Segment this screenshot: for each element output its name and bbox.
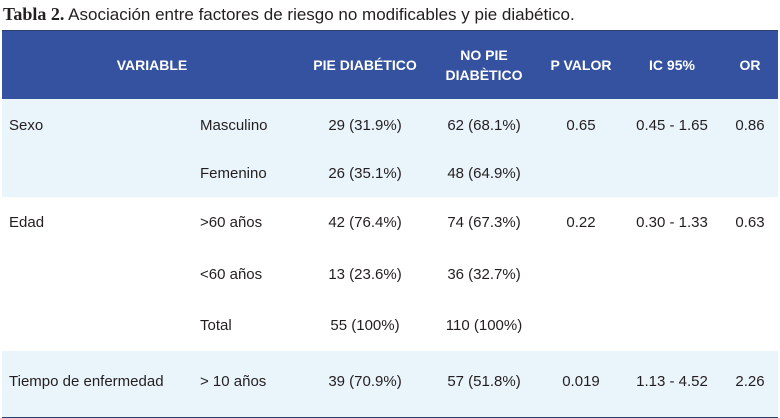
table-caption: Tabla 2. Asociación entre factores de ri… (3, 4, 575, 25)
table-row: Tiempo de enfermedad > 10 años 39 (70.9%… (2, 373, 778, 391)
cell-pie-diabetico: 13 (23.6%) (328, 266, 402, 283)
header-or: OR (739, 57, 761, 73)
cell-no-pie-diabetico: 74 (67.3%) (447, 214, 521, 231)
cell-ic-95: 1.13 - 4.52 (636, 373, 708, 390)
cell-category: Masculino (200, 117, 268, 134)
cell-or: 2.26 (735, 373, 765, 390)
cell-no-pie-diabetico: 110 (100%) (445, 317, 523, 334)
cell-or: 0.86 (735, 117, 765, 134)
cell-pie-diabetico: 39 (70.9%) (328, 373, 402, 390)
header-no-pie-line1: NO PIE (460, 47, 508, 63)
group-band-sexo (2, 99, 778, 197)
cell-no-pie-diabetico: 48 (64.9%) (447, 165, 521, 182)
header-p-valor: P VALOR (550, 57, 612, 73)
risk-factors-table: VARIABLE PIE DIABÉTICO NO PIE DIABÈTICO … (2, 30, 778, 418)
cell-category: Femenino (200, 165, 267, 182)
table-body: Sexo Masculino 29 (31.9%) 62 (68.1%) 0.6… (2, 99, 778, 417)
header-no-pie-line2: DIABÈTICO (445, 67, 523, 83)
cell-variable: Tiempo de enfermedad (9, 373, 164, 390)
cell-p-valor: 0.019 (562, 373, 600, 390)
table-header: VARIABLE PIE DIABÉTICO NO PIE DIABÈTICO … (2, 31, 778, 99)
cell-category: <60 años (200, 266, 263, 283)
cell-no-pie-diabetico: 62 (68.1%) (447, 117, 521, 134)
cell-variable: Sexo (9, 117, 44, 134)
table-number: Tabla 2. (3, 4, 65, 24)
cell-p-valor: 0.65 (566, 117, 596, 134)
header-no-pie-diabetico: NO PIE DIABÈTICO (414, 31, 554, 99)
table-row: <60 años 13 (23.6%) 36 (32.7%) (2, 266, 778, 284)
cell-or: 0.63 (735, 214, 765, 231)
header-ic-95: IC 95% (649, 57, 695, 73)
table-row: Sexo Masculino 29 (31.9%) 62 (68.1%) 0.6… (2, 117, 778, 135)
group-band-edad (2, 197, 778, 351)
table-row: Total 55 (100%) 110 (100%) (2, 317, 778, 335)
cell-pie-diabetico: 42 (76.4%) (328, 214, 402, 231)
group-band-tiempo (2, 351, 778, 417)
cell-ic-95: 0.30 - 1.33 (636, 214, 708, 231)
table-title: Asociación entre factores de riesgo no m… (68, 5, 575, 24)
table-row: Femenino 26 (35.1%) 48 (64.9%) (2, 165, 778, 183)
cell-pie-diabetico: 29 (31.9%) (328, 117, 402, 134)
table-row: Edad >60 años 42 (76.4%) 74 (67.3%) 0.22… (2, 214, 778, 232)
cell-p-valor: 0.22 (566, 214, 596, 231)
cell-pie-diabetico: 55 (100%) (330, 317, 400, 334)
cell-pie-diabetico: 26 (35.1%) (328, 165, 402, 182)
cell-no-pie-diabetico: 57 (51.8%) (447, 373, 521, 390)
cell-variable: Edad (9, 214, 45, 231)
header-variable: VARIABLE (116, 57, 188, 73)
cell-category: > 10 años (200, 373, 267, 390)
cell-category: Total (200, 317, 232, 334)
cell-category: >60 años (200, 214, 263, 231)
cell-no-pie-diabetico: 36 (32.7%) (447, 266, 521, 283)
cell-ic-95: 0.45 - 1.65 (636, 117, 708, 134)
header-pie-diabetico: PIE DIABÉTICO (313, 57, 417, 73)
